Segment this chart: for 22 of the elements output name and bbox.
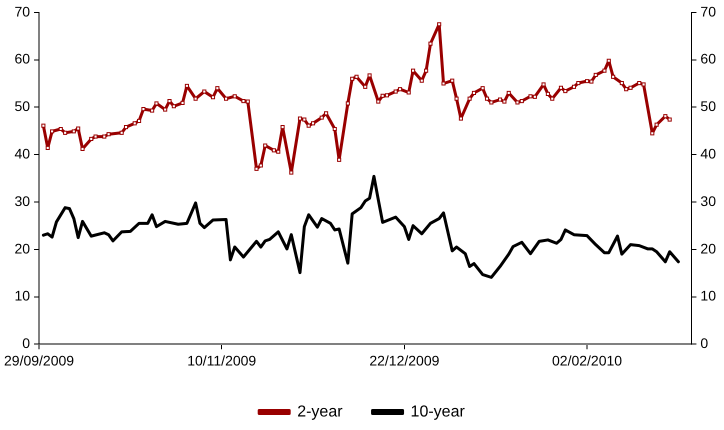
y2-tick-label: 0: [700, 335, 708, 352]
y-tick-label: 70: [14, 3, 30, 20]
y-tick-label: 30: [14, 192, 30, 209]
y2-tick-label: 30: [700, 192, 716, 209]
y-tick-label: 0: [22, 335, 30, 352]
x-tick-label: 02/02/2010: [552, 352, 622, 368]
y2-tick-label: 60: [700, 50, 716, 67]
y-tick-label: 10: [14, 288, 30, 304]
y2-tick-label: 20: [700, 240, 716, 256]
y2-tick-label: 50: [700, 98, 716, 114]
legend-label: 2-year: [297, 403, 344, 420]
y2-tick-label: 10: [700, 288, 716, 304]
y2-tick-label: 70: [700, 3, 716, 20]
y-tick-label: 40: [14, 145, 30, 162]
x-tick-label: 22/12/2009: [369, 352, 440, 368]
x-tick-label: 10/11/2009: [187, 352, 256, 368]
x-tick-label: 29/09/2009: [4, 352, 74, 368]
y-tick-label: 20: [14, 240, 30, 256]
y-tick-label: 50: [14, 98, 30, 114]
legend-label: 10-year: [410, 403, 466, 420]
y-tick-label: 60: [14, 50, 30, 67]
y2-tick-label: 40: [700, 145, 716, 162]
